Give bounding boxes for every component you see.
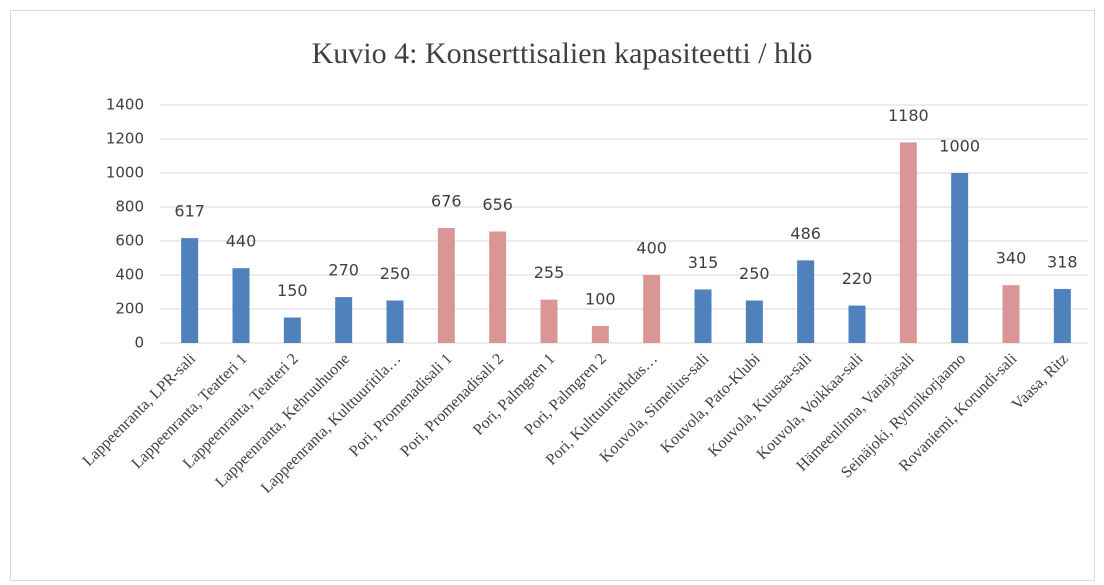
bar [540,299,558,343]
bar [745,300,763,343]
data-label: 676 [431,192,462,211]
data-label: 150 [277,281,308,300]
data-label: 400 [636,239,667,258]
bar [386,300,404,343]
bar [797,260,815,343]
data-label: 1180 [888,106,929,125]
bar [232,268,250,343]
data-label: 617 [174,202,205,221]
data-label: 440 [226,232,257,251]
bar [283,317,301,343]
data-label: 318 [1047,252,1078,271]
y-tick-label: 800 [115,198,144,216]
bar [951,173,969,343]
bar [181,238,199,343]
data-label: 100 [585,290,616,309]
bar [437,228,455,343]
data-label: 315 [688,253,719,272]
data-label: 255 [534,263,565,282]
bar [848,305,866,343]
bar [1053,288,1071,343]
bar [335,297,353,343]
data-label: 340 [996,249,1027,268]
data-label: 250 [739,264,770,283]
chart-frame [10,10,1095,581]
data-label: 1000 [939,137,980,156]
y-tick-label: 1400 [106,96,144,114]
data-label: 486 [790,224,821,243]
y-tick-label: 600 [115,232,144,250]
y-tick-label: 1000 [106,164,144,182]
bar [1002,285,1020,343]
bar [591,326,609,343]
bar [643,275,661,343]
data-label: 656 [482,195,513,214]
data-label: 270 [328,261,359,280]
chart-title: Kuvio 4: Konserttisalien kapasiteetti / … [312,37,813,70]
bar [899,142,917,343]
y-tick-label: 1200 [106,130,144,148]
y-tick-label: 0 [134,334,144,352]
bar [489,231,507,343]
y-tick-label: 200 [115,300,144,318]
y-tick-label: 400 [115,266,144,284]
data-label: 220 [842,269,873,288]
bar [694,289,712,343]
data-label: 250 [380,264,411,283]
